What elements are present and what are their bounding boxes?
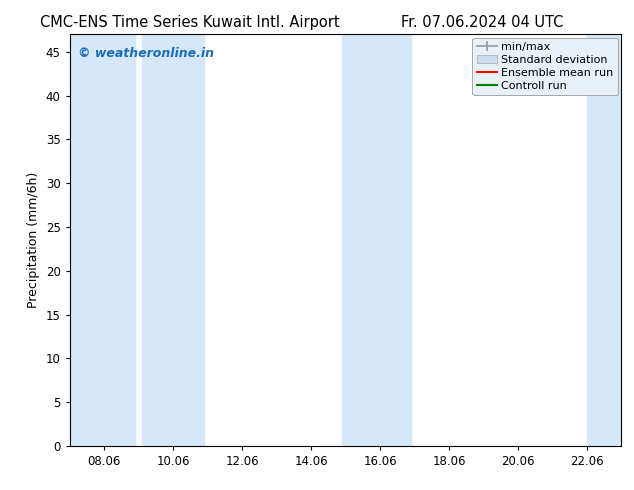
Bar — [342, 34, 411, 446]
Bar — [587, 34, 621, 446]
Text: © weatheronline.in: © weatheronline.in — [78, 47, 214, 60]
Legend: min/max, Standard deviation, Ensemble mean run, Controll run: min/max, Standard deviation, Ensemble me… — [472, 38, 618, 95]
Text: Fr. 07.06.2024 04 UTC: Fr. 07.06.2024 04 UTC — [401, 15, 563, 30]
Y-axis label: Precipitation (mm/6h): Precipitation (mm/6h) — [27, 172, 41, 308]
Bar — [142, 34, 204, 446]
Bar — [70, 34, 135, 446]
Text: CMC-ENS Time Series Kuwait Intl. Airport: CMC-ENS Time Series Kuwait Intl. Airport — [41, 15, 340, 30]
